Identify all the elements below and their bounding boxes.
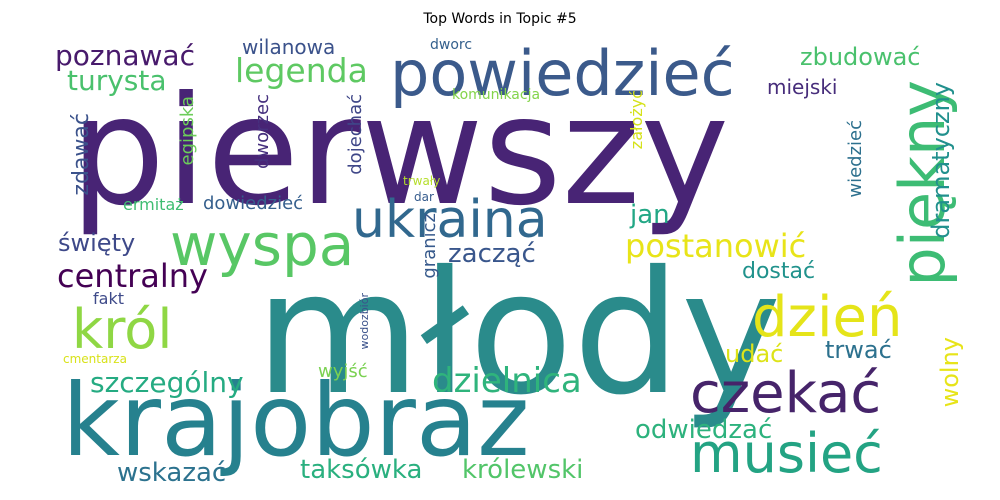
word-19: zbudować	[800, 43, 921, 71]
word-9: musieć	[690, 422, 883, 485]
word-37: dowiedzieć	[203, 193, 303, 214]
word-1: młody	[255, 235, 781, 433]
word-46: komunikacja	[452, 87, 540, 103]
word-49: wodozbiór	[358, 293, 371, 350]
word-14: postanowić	[625, 227, 806, 265]
word-15: centralny	[57, 257, 208, 295]
word-39: egipska	[177, 96, 198, 165]
word-12: dzielnica	[432, 361, 582, 401]
word-38: ermitaż	[123, 195, 184, 214]
word-26: wskazać	[117, 458, 226, 488]
word-50: cmentarza	[63, 352, 127, 366]
word-23: odwiedzać	[635, 415, 772, 445]
word-3: krajobraz	[62, 362, 530, 479]
word-4: powiedzieć	[390, 37, 735, 110]
word-13: legenda	[235, 51, 368, 90]
word-36: wilanowa	[242, 35, 335, 59]
word-30: dostać	[742, 259, 815, 284]
word-8: czekać	[690, 361, 881, 426]
word-10: dzień	[752, 285, 902, 350]
word-28: udać	[725, 340, 783, 368]
word-16: szczególny	[90, 366, 244, 399]
word-29: wolny	[936, 337, 964, 407]
word-21: zacząć	[448, 239, 536, 269]
word-11: król	[72, 298, 172, 361]
word-45: dworc	[430, 37, 472, 53]
word-41: dojechać	[345, 94, 366, 175]
word-40: dworzec	[252, 94, 273, 169]
chart-title: Top Words in Topic #5	[423, 11, 577, 27]
word-22: jan	[629, 200, 670, 230]
word-42: granicz	[419, 213, 440, 279]
word-47: trwały	[403, 174, 440, 188]
word-33: miejski	[767, 75, 837, 99]
word-24: królewski	[462, 455, 583, 485]
word-6: wyspa	[170, 211, 354, 279]
word-2: pierwszy	[70, 65, 729, 239]
word-5: piękny	[886, 80, 959, 287]
word-7: ukraina	[352, 190, 548, 250]
word-35: fakt	[93, 289, 124, 308]
word-27: trwać	[825, 336, 892, 364]
word-25: taksówka	[300, 455, 422, 485]
word-44: założyć	[627, 90, 646, 149]
word-32: zdawać	[69, 113, 94, 196]
word-34: wiedzieć	[845, 120, 866, 198]
word-31: święty	[58, 229, 135, 257]
word-20: dramatyczny	[927, 82, 955, 239]
word-48: dar	[414, 190, 434, 204]
word-43: wyjść	[318, 361, 368, 382]
word-18: poznawać	[55, 39, 195, 72]
word-17: turysta	[67, 64, 167, 97]
